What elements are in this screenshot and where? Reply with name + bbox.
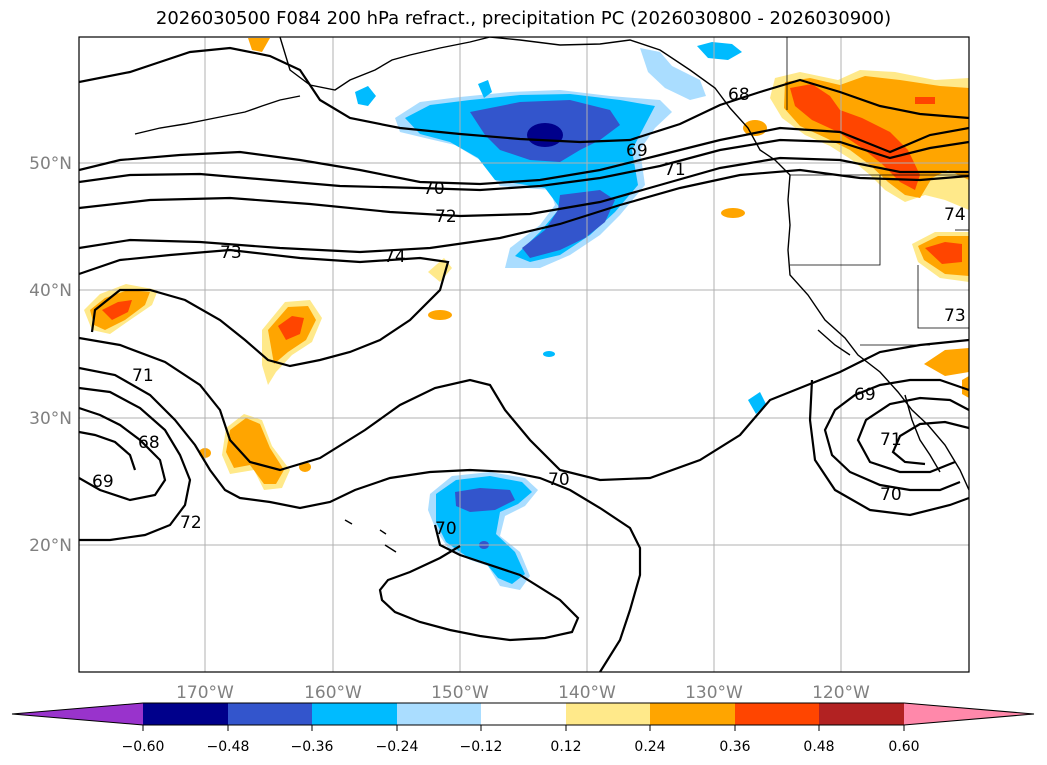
longitude-labels: 170°W 160°W 150°W 140°W 130°W 120°W xyxy=(176,683,870,703)
colorbar-bin xyxy=(143,703,228,725)
lat-label: 40°N xyxy=(29,281,72,301)
colorbar-tick: 0.60 xyxy=(888,739,919,755)
lon-label: 140°W xyxy=(558,683,616,703)
contour-label: 70 xyxy=(548,470,570,490)
latitude-labels: 50°N 40°N 30°N 20°N xyxy=(29,154,72,556)
colorbar-bin xyxy=(481,703,566,725)
colorbar-tick: −0.12 xyxy=(460,739,503,755)
contour-label: 74 xyxy=(384,247,406,267)
lon-label: 150°W xyxy=(431,683,489,703)
colorbar-bin xyxy=(650,703,735,725)
contour-label: 68 xyxy=(138,433,160,453)
contour-label: 68 xyxy=(728,85,750,105)
colorbar-tick: −0.48 xyxy=(207,739,250,755)
contour-label: 70 xyxy=(423,179,445,199)
colorbar-bin xyxy=(397,703,481,725)
colorbar-ticks: −0.60 −0.48 −0.36 −0.24 −0.12 0.12 0.24 … xyxy=(122,739,920,755)
contour-label: 70 xyxy=(435,519,457,539)
contour-label: 69 xyxy=(854,385,876,405)
colorbar-tick: −0.36 xyxy=(291,739,334,755)
contour-label: 69 xyxy=(92,472,114,492)
colorbar-extend-max xyxy=(904,703,1034,725)
contour-label: 71 xyxy=(880,430,902,450)
colorbar-tick: −0.24 xyxy=(376,739,419,755)
colorbar-bin xyxy=(566,703,650,725)
colorbar-tick: −0.60 xyxy=(122,739,165,755)
colorbar-tick: 0.48 xyxy=(803,739,834,755)
contour-label: 70 xyxy=(880,485,902,505)
refractivity-contours xyxy=(79,46,969,672)
lat-label: 20°N xyxy=(29,536,72,556)
graticule xyxy=(79,37,969,672)
colorbar-bin xyxy=(735,703,819,725)
lat-label: 50°N xyxy=(29,154,72,174)
map-content: 68 69 70 71 72 73 74 71 68 69 70 72 70 7… xyxy=(79,37,969,672)
lon-label: 170°W xyxy=(176,683,234,703)
lon-label: 160°W xyxy=(304,683,362,703)
lon-label: 120°W xyxy=(812,683,870,703)
map-frame xyxy=(78,36,970,673)
colorbar-tick: 0.36 xyxy=(719,739,750,755)
colorbar-bin xyxy=(228,703,312,725)
contour-label-group: 68 69 70 71 72 73 74 71 68 69 70 72 70 7… xyxy=(92,85,966,539)
contour-label: 71 xyxy=(664,160,686,180)
contour-label: 73 xyxy=(944,306,966,326)
colorbar: −0.60 −0.48 −0.36 −0.24 −0.12 0.12 0.24 … xyxy=(11,702,1035,755)
contour-label: 74 xyxy=(944,205,966,225)
contour-label: 72 xyxy=(435,207,457,227)
colorbar-bin xyxy=(819,703,904,725)
positive-anomalies xyxy=(84,38,969,490)
contour-label: 72 xyxy=(180,513,202,533)
colorbar-tick: 0.24 xyxy=(634,739,665,755)
colorbar-bin xyxy=(312,703,397,725)
contour-label: 71 xyxy=(132,366,154,386)
contour-label: 73 xyxy=(220,243,242,263)
colorbar-tick-marks xyxy=(142,725,905,731)
map-title: 2026030500 F084 200 hPa refract., precip… xyxy=(155,8,892,29)
lat-label: 30°N xyxy=(29,409,72,429)
colorbar-extend-min xyxy=(12,703,143,725)
contour-label: 69 xyxy=(626,141,648,161)
colorbar-tick: 0.12 xyxy=(550,739,581,755)
lon-label: 130°W xyxy=(685,683,743,703)
